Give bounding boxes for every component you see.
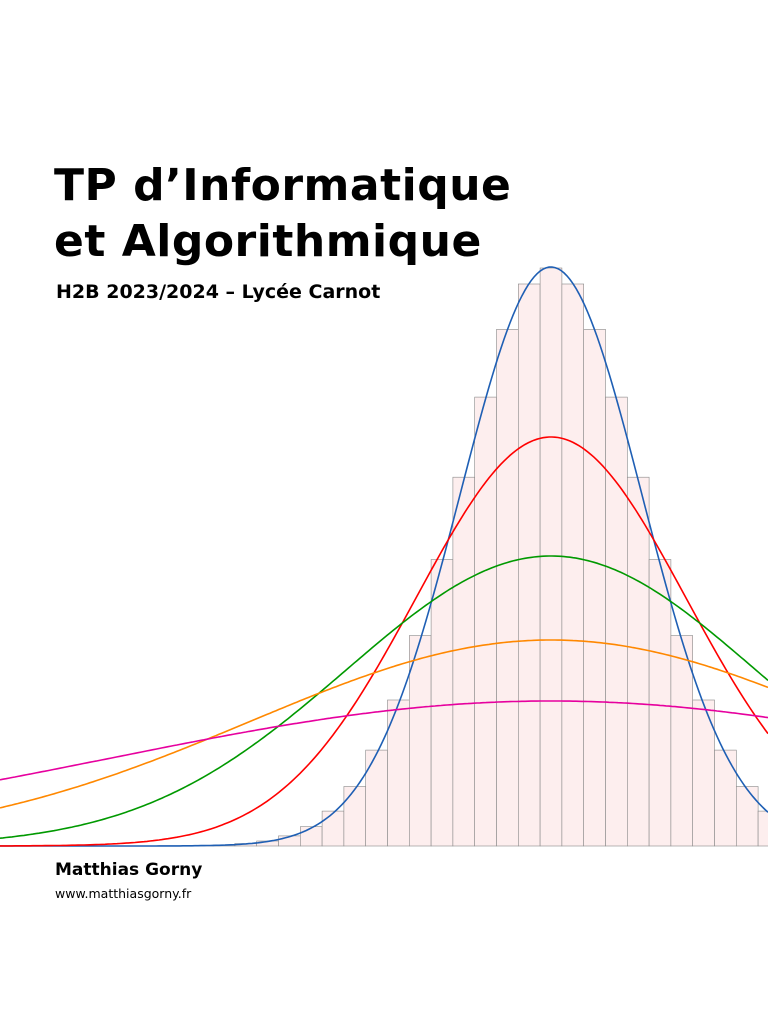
histogram-bar (714, 749, 737, 847)
histogram-bar (605, 396, 628, 847)
histogram-bar (321, 810, 345, 847)
blue-density-curve (0, 266, 768, 847)
title-line-1: TP d’Informatique (54, 160, 512, 211)
author-website: www.matthiasgorny.fr (55, 886, 192, 901)
page-title: TP d’Informatique et Algorithmique (54, 158, 511, 270)
histogram-bar (343, 786, 366, 847)
orange-density-curve (0, 639, 768, 809)
density-curves (0, 266, 768, 847)
subtitle: H2B 2023/2024 – Lycée Carnot (56, 281, 381, 303)
histogram-bar (517, 283, 541, 847)
red-density-curve (0, 436, 768, 847)
histogram-bar (583, 329, 606, 847)
green-density-curve (0, 555, 768, 839)
histogram-bar (670, 635, 694, 847)
histogram-bar (430, 559, 454, 847)
magenta-density-curve (0, 700, 768, 781)
histogram-bar (561, 283, 585, 847)
histogram-bar (474, 396, 497, 847)
histogram-bar (735, 786, 759, 847)
histogram-bar (365, 749, 388, 847)
histogram-bar (626, 476, 650, 847)
histogram-bar (299, 826, 323, 847)
histogram-bar (452, 476, 475, 847)
histogram-bar (757, 810, 768, 847)
histogram-bar (648, 559, 672, 847)
histogram-bar (408, 635, 432, 847)
title-line-2: et Algorithmique (54, 216, 482, 267)
histogram-bar (496, 329, 519, 847)
histogram-bars (191, 267, 768, 847)
author-name: Matthias Gorny (55, 860, 203, 880)
